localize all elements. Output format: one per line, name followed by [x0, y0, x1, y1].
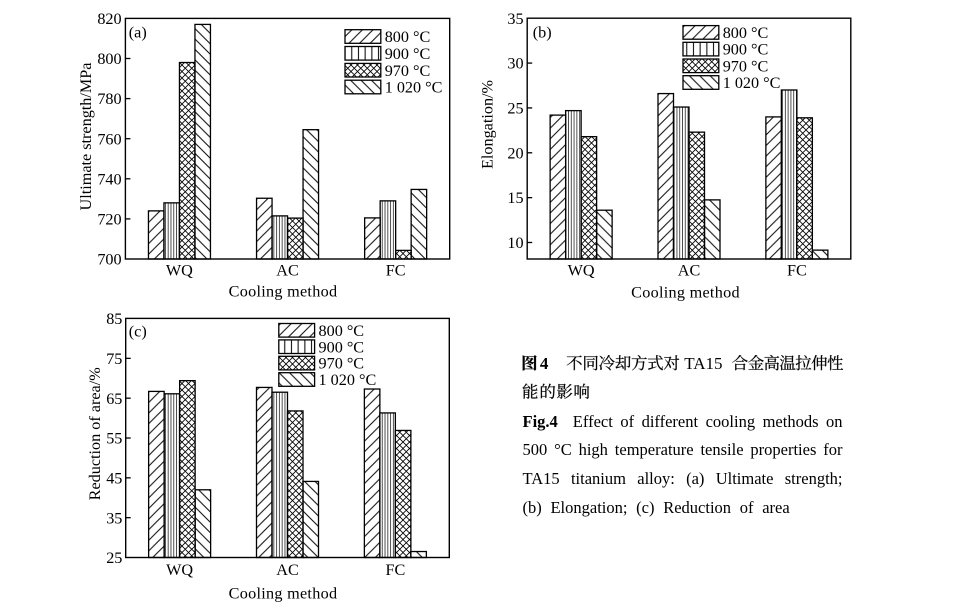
svg-text:30: 30: [507, 55, 523, 73]
svg-text:1 020 °C: 1 020 °C: [723, 74, 781, 92]
svg-text:WQ: WQ: [166, 262, 193, 280]
svg-text:970 °C: 970 °C: [723, 57, 769, 75]
svg-text:720: 720: [97, 211, 121, 229]
svg-text:35: 35: [507, 10, 523, 28]
svg-text:800 °C: 800 °C: [723, 24, 769, 42]
svg-text:1 020 °C: 1 020 °C: [319, 371, 377, 389]
svg-text:(c): (c): [129, 323, 147, 341]
svg-text:800 °C: 800 °C: [385, 28, 431, 46]
svg-text:4: 4: [540, 354, 549, 373]
svg-text:900 °C: 900 °C: [723, 41, 769, 59]
svg-text:10: 10: [507, 234, 523, 252]
svg-text:Ultimate strength/MPa: Ultimate strength/MPa: [77, 63, 95, 211]
svg-text:970 °C: 970 °C: [385, 62, 431, 80]
svg-text:55: 55: [106, 430, 122, 448]
svg-text:900 °C: 900 °C: [385, 45, 431, 63]
svg-text:TA15: TA15: [684, 354, 722, 373]
svg-text:Reduction of area/%: Reduction of area/%: [86, 367, 104, 500]
svg-text:760: 760: [97, 130, 121, 148]
svg-text:Cooling method: Cooling method: [229, 585, 338, 603]
svg-text:800 °C: 800 °C: [319, 322, 365, 340]
svg-text:AC: AC: [276, 561, 299, 579]
svg-text:700: 700: [97, 251, 121, 269]
svg-text:820: 820: [97, 10, 121, 28]
svg-text:WQ: WQ: [568, 262, 595, 280]
svg-text:FC: FC: [385, 561, 405, 579]
svg-text:740: 740: [97, 170, 121, 188]
svg-text:Elongation/%: Elongation/%: [479, 80, 497, 169]
svg-text:35: 35: [106, 509, 122, 527]
svg-text:(b): (b): [533, 24, 552, 42]
svg-text:FC: FC: [787, 262, 807, 280]
svg-text:1 020 °C: 1 020 °C: [385, 79, 443, 97]
svg-text:Cooling method: Cooling method: [631, 284, 740, 302]
svg-text:FC: FC: [386, 262, 406, 280]
svg-text:780: 780: [97, 90, 121, 108]
svg-text:75: 75: [106, 350, 122, 368]
svg-text:20: 20: [507, 144, 523, 162]
svg-text:(a): (a): [129, 24, 147, 42]
svg-text:45: 45: [106, 469, 122, 487]
svg-text:15: 15: [507, 189, 523, 207]
svg-text:WQ: WQ: [166, 561, 193, 579]
svg-text:Cooling method: Cooling method: [229, 283, 338, 301]
svg-text:AC: AC: [276, 262, 299, 280]
svg-text:900 °C: 900 °C: [319, 338, 365, 356]
svg-text:AC: AC: [678, 262, 701, 280]
svg-text:25: 25: [507, 100, 523, 118]
svg-text:85: 85: [106, 310, 122, 328]
svg-text:970 °C: 970 °C: [319, 355, 365, 373]
svg-text:25: 25: [106, 549, 122, 567]
svg-text:800: 800: [97, 50, 121, 68]
svg-text:65: 65: [106, 390, 122, 408]
